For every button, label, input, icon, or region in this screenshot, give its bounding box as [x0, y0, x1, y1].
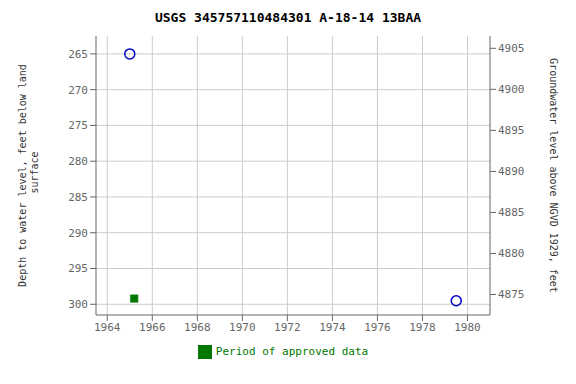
- svg-text:4875: 4875: [498, 288, 525, 301]
- html-text:USGS 345757110484301 A-18-14 1: USGS 345757110484301 A-18-14 13BAA: [154, 10, 421, 25]
- svg-text:1964: 1964: [94, 321, 121, 334]
- svg-text:4900: 4900: [498, 83, 525, 96]
- svg-text:295: 295: [68, 262, 88, 275]
- svg-text:1974: 1974: [319, 321, 346, 334]
- svg-text:1976: 1976: [364, 321, 391, 334]
- svg-text:300: 300: [68, 298, 88, 311]
- svg-text:290: 290: [68, 227, 88, 240]
- svg-text:1970: 1970: [229, 321, 256, 334]
- svg-text:4890: 4890: [498, 165, 525, 178]
- svg-text:270: 270: [68, 84, 88, 97]
- svg-text:Groundwater level above NGVD 1: Groundwater level above NGVD 1929, feet: [548, 58, 559, 293]
- svg-text:4895: 4895: [498, 124, 525, 137]
- svg-text:1972: 1972: [274, 321, 301, 334]
- svg-text:1978: 1978: [409, 321, 436, 334]
- svg-text:4880: 4880: [498, 247, 525, 260]
- svg-text:Depth to water level, feet bel: Depth to water level, feet below land su…: [17, 64, 40, 287]
- svg-text:4885: 4885: [498, 206, 525, 219]
- svg-text:1968: 1968: [184, 321, 211, 334]
- svg-text:4905: 4905: [498, 42, 525, 55]
- svg-text:285: 285: [68, 191, 88, 204]
- svg-text:280: 280: [68, 155, 88, 168]
- svg-text:1966: 1966: [139, 321, 166, 334]
- svg-text:1980: 1980: [454, 321, 481, 334]
- svg-text:275: 275: [68, 119, 88, 132]
- html-text:Period of approved data: Period of approved data: [215, 345, 369, 358]
- svg-text:265: 265: [68, 48, 88, 61]
